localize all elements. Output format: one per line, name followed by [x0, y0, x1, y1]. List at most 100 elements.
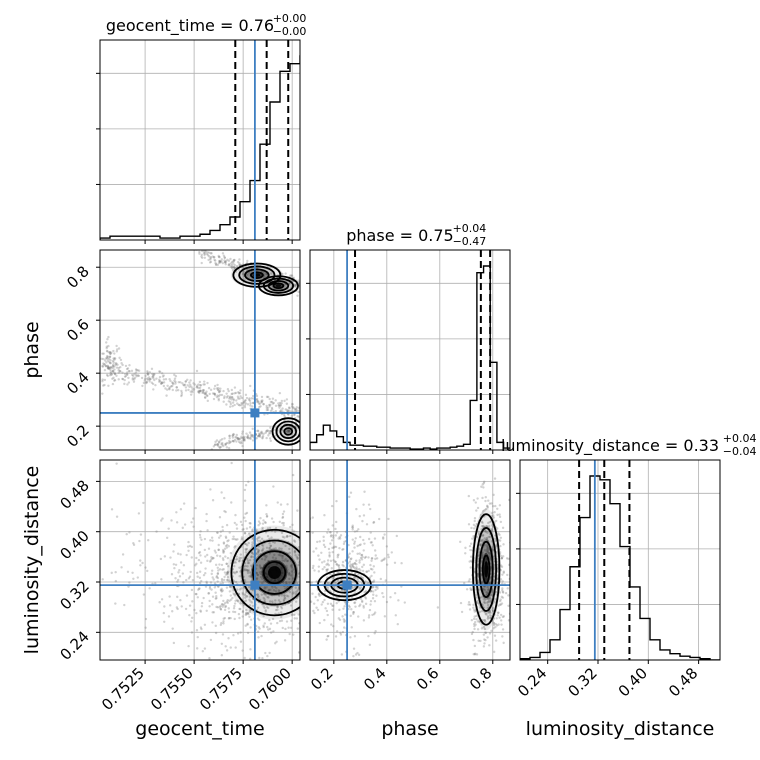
scatter-point: [230, 266, 234, 269]
scatter-point: [158, 375, 162, 379]
scatter-point: [244, 402, 248, 405]
scatter-point: [177, 380, 180, 384]
scatter-point: [263, 592, 267, 596]
scatter-point: [251, 435, 255, 438]
scatter-point: [188, 575, 192, 578]
scatter-point: [209, 559, 212, 562]
scatter-point: [230, 260, 234, 264]
scatter-point: [500, 602, 504, 605]
scatter-point: [301, 632, 303, 634]
scatter-point: [204, 572, 207, 575]
scatter-point: [209, 638, 213, 642]
scatter-point: [117, 371, 120, 374]
scatter-point: [218, 255, 221, 259]
scatter-point: [241, 593, 245, 596]
scatter-point: [302, 559, 304, 561]
scatter-point: [198, 389, 202, 393]
scatter-point: [229, 646, 232, 649]
scatter-point: [169, 379, 172, 383]
scatter-point: [235, 555, 238, 558]
scatter-point: [265, 546, 269, 549]
panel-frame: [99, 39, 301, 241]
scatter-point: [207, 592, 211, 595]
scatter-point: [323, 545, 327, 549]
scatter-point: [473, 615, 476, 618]
scatter-point: [111, 364, 115, 368]
scatter-point: [144, 626, 147, 629]
scatter-point: [491, 606, 495, 610]
scatter-point: [294, 592, 297, 596]
scatter-point: [174, 380, 177, 384]
scatter-point: [484, 530, 487, 534]
scatter-point: [329, 542, 332, 545]
scatter-point: [297, 586, 300, 589]
scatter-point: [278, 406, 281, 409]
scatter-point: [477, 531, 480, 535]
scatter-point: [336, 554, 339, 557]
scatter-point: [307, 584, 309, 586]
scatter-point: [239, 437, 242, 440]
scatter-point: [504, 591, 508, 595]
scatter-point: [178, 575, 182, 578]
scatter-point: [349, 636, 352, 639]
scatter-point: [256, 435, 260, 438]
contour: [257, 275, 299, 297]
scatter-point: [265, 395, 269, 399]
scatter-point: [482, 524, 485, 528]
scatter-point: [482, 486, 485, 489]
scatter-point: [158, 379, 162, 383]
scatter-point: [176, 607, 179, 611]
scatter-point: [263, 600, 267, 603]
scatter-point: [357, 600, 359, 602]
scatter-point: [231, 268, 235, 272]
scatter-point: [208, 585, 212, 588]
x-tick-label: 0.6: [413, 664, 443, 694]
scatter-point: [354, 585, 357, 589]
scatter-point: [219, 260, 222, 264]
scatter-point: [214, 631, 218, 635]
scatter-point: [326, 582, 329, 585]
scatter-point: [107, 365, 110, 369]
scatter-point: [342, 548, 345, 551]
scatter-point: [222, 254, 226, 257]
scatter-point: [187, 388, 190, 392]
scatter-point: [221, 438, 224, 441]
scatter-point: [367, 614, 371, 617]
scatter-point: [249, 404, 252, 407]
scatter-point: [242, 400, 246, 404]
scatter-point: [248, 610, 252, 614]
scatter-point: [367, 503, 371, 506]
scatter-point: [343, 620, 346, 623]
scatter-point: [244, 519, 247, 523]
scatter-point: [261, 526, 264, 529]
scatter-point: [200, 261, 203, 265]
scatter-point: [245, 613, 248, 616]
scatter-point: [311, 592, 314, 595]
scatter-point: [285, 535, 289, 539]
scatter-point: [469, 588, 473, 592]
scatter-point: [244, 551, 247, 554]
scatter-point: [381, 536, 385, 539]
scatter-point: [183, 384, 186, 387]
scatter-point: [136, 374, 140, 377]
scatter-point: [248, 559, 252, 562]
scatter-point: [351, 538, 354, 541]
scatter-point: [198, 587, 201, 590]
title-minus: −0.47: [453, 235, 487, 248]
scatter-point: [258, 536, 261, 539]
scatter-point: [154, 383, 157, 387]
scatter-point: [223, 260, 227, 264]
scatter-point: [481, 521, 484, 525]
scatter-point: [473, 610, 476, 613]
scatter-point: [486, 616, 490, 619]
scatter-point: [256, 548, 259, 551]
scatter-point: [170, 385, 173, 388]
scatter-point: [374, 588, 377, 592]
scatter-point: [361, 569, 365, 573]
scatter-point: [367, 634, 370, 638]
scatter-point: [222, 599, 225, 603]
scatter-point: [326, 581, 329, 584]
scatter-point: [480, 582, 484, 585]
scatter-point: [170, 573, 174, 576]
scatter-point: [314, 591, 316, 593]
